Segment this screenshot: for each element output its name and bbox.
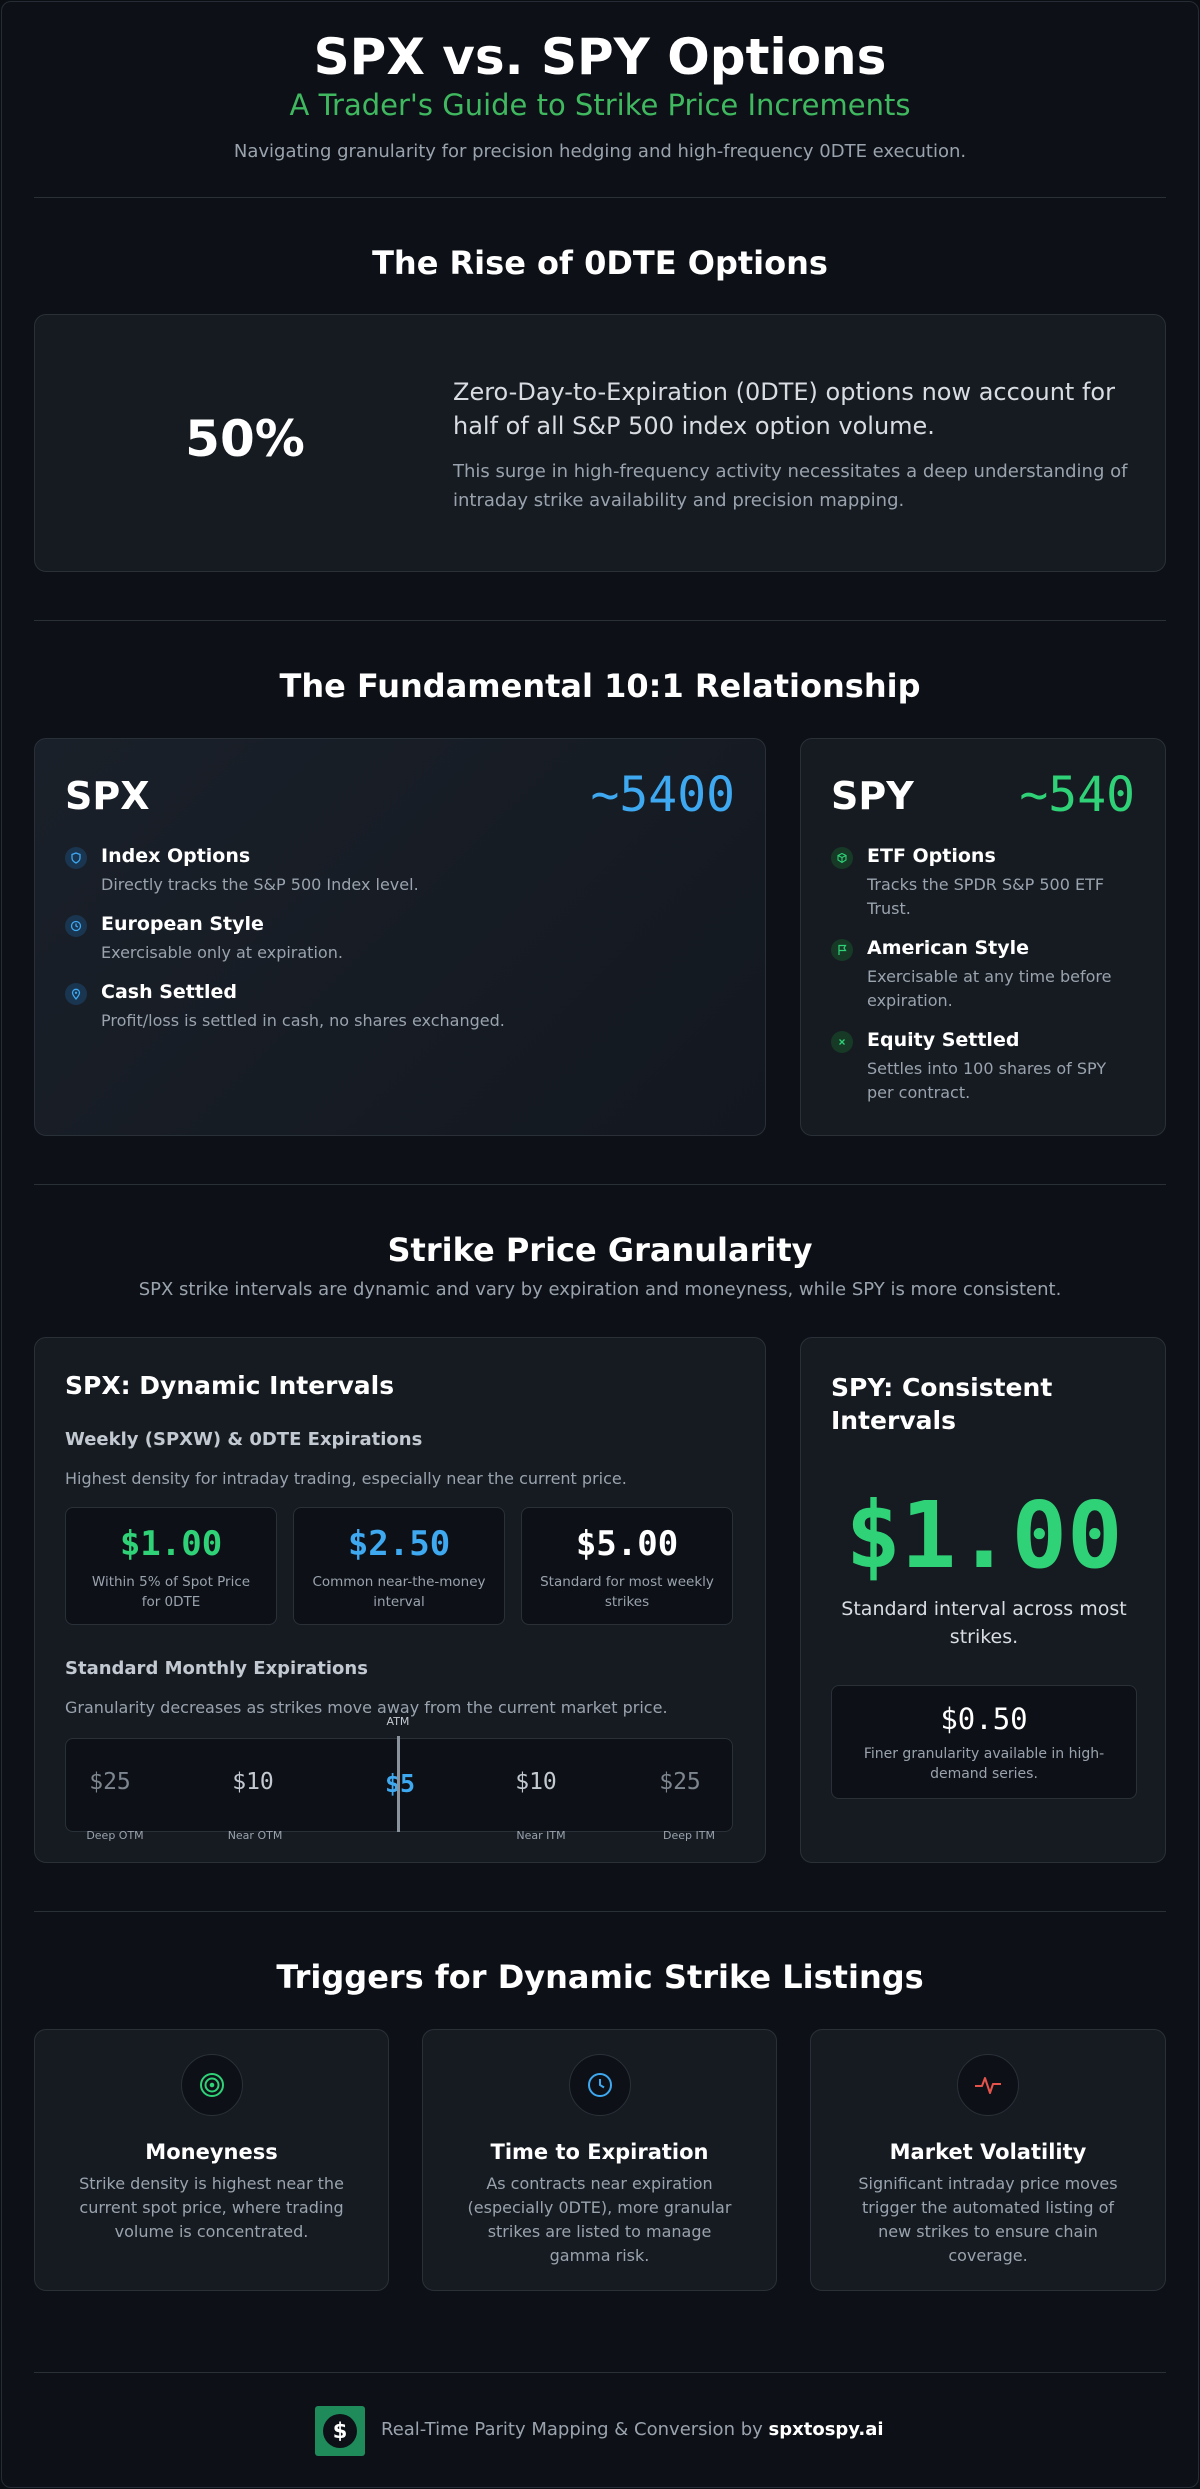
feature-desc: Directly tracks the S&P 500 Index level.: [101, 875, 419, 894]
interval-box-3: $5.00 Standard for most weekly strikes: [521, 1507, 733, 1625]
feature-desc: Profit/loss is settled in cash, no share…: [101, 1011, 505, 1030]
weekly-desc: Highest density for intraday trading, es…: [65, 1469, 627, 1488]
feature-title: Cash Settled: [101, 981, 237, 1003]
spy-alt-interval: $0.50 Finer granularity available in hig…: [831, 1685, 1137, 1799]
footer-text: Real-Time Parity Mapping & Conversion by: [381, 2419, 763, 2440]
feature-title: Equity Settled: [867, 1029, 1020, 1051]
spx-intervals-title: SPX: Dynamic Intervals: [65, 1371, 395, 1400]
divider: [34, 2372, 1166, 2373]
monthly-desc: Granularity decreases as strikes move aw…: [65, 1698, 668, 1717]
divider: [34, 1184, 1166, 1185]
brand-logo[interactable]: $: [315, 2406, 365, 2456]
cube-icon: [831, 847, 853, 869]
x-icon: [831, 1031, 853, 1053]
trigger-title: Time to Expiration: [490, 2140, 709, 2164]
spy-intervals-card: SPY: Consistent Intervals $1.00 Standard…: [800, 1337, 1166, 1863]
spx-level: ~5400: [590, 767, 736, 823]
feature-desc: Exercisable only at expiration.: [101, 943, 343, 962]
spy-alt-value: $0.50: [940, 1702, 1028, 1736]
interval-value: $2.50: [347, 1524, 451, 1564]
relationship-heading: The Fundamental 10:1 Relationship: [279, 667, 921, 705]
ladder-strike: $10: [515, 1769, 557, 1795]
spx-intervals-card: SPX: Dynamic Intervals Weekly (SPXW) & 0…: [34, 1337, 766, 1863]
atm-label: ATM: [386, 1715, 410, 1728]
odte-headline: Zero-Day-to-Expiration (0DTE) options no…: [453, 378, 1115, 440]
page-subtitle: A Trader's Guide to Strike Price Increme…: [289, 88, 911, 122]
ladder-strike: $25: [659, 1769, 701, 1795]
spy-alt-desc: Finer granularity available in high-dema…: [863, 1746, 1105, 1782]
interval-value: $5.00: [575, 1524, 679, 1564]
spy-intervals-title: SPY: Consistent Intervals: [831, 1373, 1053, 1435]
ladder-label: Deep ITM: [663, 1829, 715, 1842]
odte-heading: The Rise of 0DTE Options: [372, 244, 828, 282]
interval-desc: Within 5% of Spot Price for 0DTE: [91, 1574, 251, 1610]
trigger-title: Market Volatility: [889, 2140, 1087, 2164]
odte-stat: 50%: [185, 410, 305, 468]
spx-card: SPX ~5400 Index Options Directly tracks …: [34, 738, 766, 1136]
pulse-icon: [957, 2054, 1019, 2116]
feature-title: ETF Options: [867, 845, 996, 867]
clock-icon: [65, 915, 87, 937]
weekly-title: Weekly (SPXW) & 0DTE Expirations: [65, 1429, 423, 1450]
clock-icon: [569, 2054, 631, 2116]
shield-icon: [65, 847, 87, 869]
spy-interval-desc: Standard interval across most strikes.: [841, 1598, 1127, 1648]
location-pin-icon: [65, 983, 87, 1005]
interval-desc: Standard for most weekly strikes: [540, 1574, 714, 1610]
ladder-label: Near ITM: [516, 1829, 566, 1842]
ladder-strike-atm: $5: [370, 1769, 430, 1798]
target-icon: [181, 2054, 243, 2116]
trigger-desc: Strike density is highest near the curre…: [79, 2174, 344, 2241]
trigger-desc: Significant intraday price moves trigger…: [858, 2174, 1118, 2265]
trigger-card-moneyness: Moneyness Strike density is highest near…: [34, 2029, 389, 2291]
flag-icon: [831, 939, 853, 961]
page-title: SPX vs. SPY Options: [313, 28, 887, 86]
spx-name: SPX: [65, 774, 150, 818]
dollar-icon: $: [323, 2414, 357, 2448]
atm-marker: [397, 1736, 400, 1832]
spy-card: SPY ~540 ETF Options Tracks the SPDR S&P…: [800, 738, 1166, 1136]
divider: [34, 620, 1166, 621]
interval-desc: Common near-the-money interval: [312, 1574, 486, 1610]
feature-desc: Tracks the SPDR S&P 500 ETF Trust.: [867, 875, 1105, 918]
spy-name: SPY: [831, 774, 914, 818]
footer-line: Real-Time Parity Mapping & Conversion by…: [381, 2419, 884, 2440]
interval-box-1: $1.00 Within 5% of Spot Price for 0DTE: [65, 1507, 277, 1625]
footer-brand-link[interactable]: spxtospy.ai: [768, 2419, 884, 2440]
ladder-strike: $10: [232, 1769, 274, 1795]
ladder-label: Near OTM: [227, 1829, 283, 1842]
triggers-heading: Triggers for Dynamic Strike Listings: [276, 1958, 924, 1996]
interval-box-2: $2.50 Common near-the-money interval: [293, 1507, 505, 1625]
ladder-strike: $25: [89, 1769, 131, 1795]
feature-desc: Exercisable at any time before expiratio…: [867, 967, 1112, 1010]
feature-desc: Settles into 100 shares of SPY per contr…: [867, 1059, 1107, 1102]
interval-value: $1.00: [119, 1524, 223, 1564]
trigger-title: Moneyness: [145, 2140, 278, 2164]
trigger-card-volatility: Market Volatility Significant intraday p…: [810, 2029, 1166, 2291]
granularity-sub: SPX strike intervals are dynamic and var…: [138, 1279, 1062, 1300]
feature-title: European Style: [101, 913, 264, 935]
spy-level: ~540: [1019, 767, 1135, 823]
granularity-heading: Strike Price Granularity: [387, 1231, 813, 1269]
odte-card: 50% Zero-Day-to-Expiration (0DTE) option…: [34, 314, 1166, 572]
feature-title: American Style: [867, 937, 1030, 959]
divider: [34, 1911, 1166, 1912]
trigger-card-time: Time to Expiration As contracts near exp…: [422, 2029, 777, 2291]
trigger-desc: As contracts near expiration (especially…: [467, 2174, 732, 2265]
divider: [34, 197, 1166, 198]
ladder-label: Deep OTM: [86, 1829, 144, 1842]
page-tagline: Navigating granularity for precision hed…: [233, 141, 967, 162]
monthly-title: Standard Monthly Expirations: [65, 1658, 368, 1679]
odte-detail: This surge in high-frequency activity ne…: [453, 461, 1128, 511]
feature-title: Index Options: [101, 845, 251, 867]
spy-interval-value: $1.00: [845, 1482, 1123, 1589]
